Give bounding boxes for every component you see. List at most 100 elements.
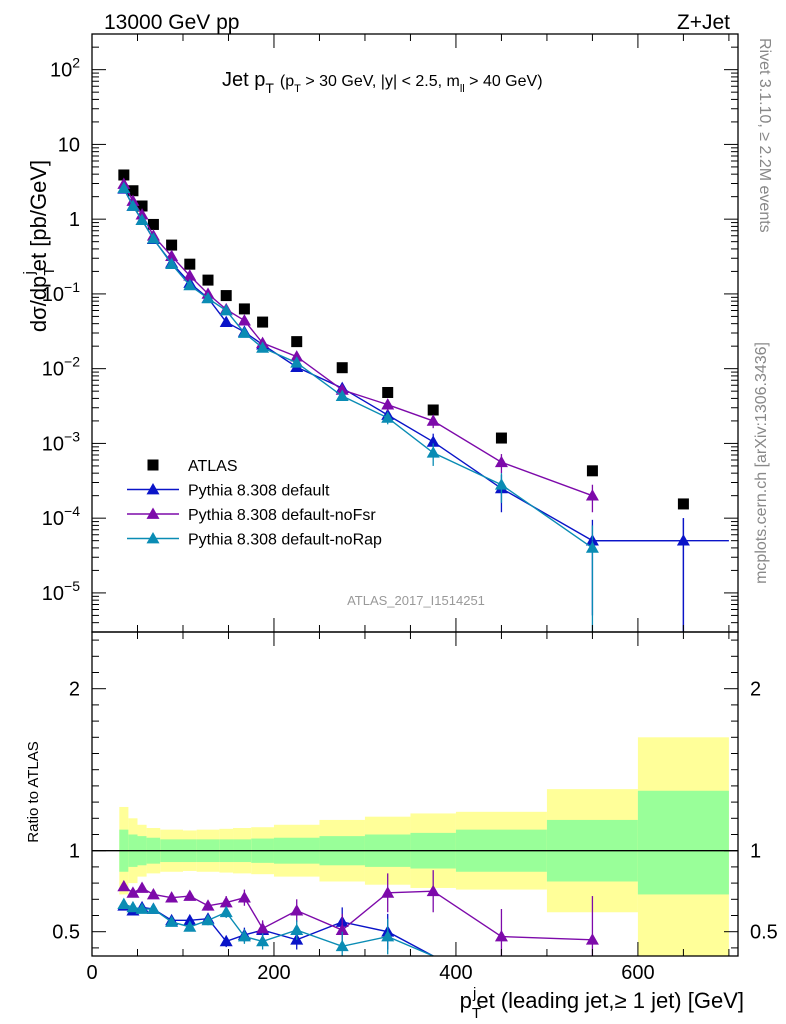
ratio-point-noFsr-8 [237,891,251,903]
point-noRap-11 [335,389,349,401]
ratio-point-noFsr-5 [183,889,197,901]
point-atlas-0 [118,169,130,181]
ratio-point-noFsr-4 [165,891,179,903]
ratio-ytick-label-right-0: 0.5 [750,922,778,944]
point-noRap-8 [237,326,251,338]
point-noRap-6 [201,291,215,304]
line-noRap [123,187,593,549]
ratio-point-noRap-12 [381,930,395,942]
ratio-point-noRap-8 [237,930,251,942]
ratio-point-default-7 [219,934,233,947]
ratio-point-noRap-10 [290,923,304,935]
ratio-point-noFsr-15 [585,933,599,945]
ratio-point-noFsr-10 [290,904,304,916]
xtick-label-3: 600 [621,962,654,984]
ratio-point-noFsr-7 [219,896,233,908]
ratio-point-noRap-11 [335,939,349,952]
xtick-label-1: 200 [257,962,290,984]
point-atlas-10 [291,336,303,348]
ratio-point-noFsr-6 [201,899,215,911]
point-noFsr-11 [335,383,349,395]
ratio-point-noRap-2 [135,902,149,914]
main-ytick-label-7: 10−5 [42,578,80,605]
point-noFsr-10 [290,350,304,362]
ratio-ytick-label-right-1: 1 [750,841,761,863]
xtick-label-2: 400 [439,962,472,984]
ratio-point-noRap-9 [256,934,270,947]
header-right: Z+Jet [677,11,730,34]
line-noFsr [123,183,593,497]
ratio-line-noFsr [123,885,593,941]
point-atlas-2 [136,200,148,212]
point-noRap-15 [585,541,599,553]
point-noFsr-8 [237,314,251,326]
point-atlas-9 [257,316,269,328]
main-ylabel: dσ/dpTjet [pb/GeV] [21,160,58,332]
point-default-13 [426,435,440,447]
legend-label-noFsr: Pythia 8.308 default-noFsr [188,507,376,524]
header-left: 13000 GeV pp [104,11,239,34]
ratio-point-noRap-5 [183,920,197,932]
point-atlas-11 [336,362,348,374]
legend-label-noRap: Pythia 8.308 default-noRap [188,532,382,549]
analysis-id: ATLAS_2017_I1514251 [347,593,485,608]
xlabel: pTjet (leading jet,≥ 1 jet) [GeV] [460,985,744,1022]
point-noFsr-13 [426,414,440,426]
ratio-point-noFsr-2 [135,881,149,893]
point-noFsr-12 [381,398,395,410]
ratio-point-noFsr-1 [126,886,140,898]
point-noRap-12 [381,411,395,423]
point-noRap-1 [126,199,140,211]
main-ytick-label-1: 10 [58,134,80,156]
point-atlas-15 [586,465,598,477]
side-label-rivet: Rivet 3.1.10, ≥ 2.2M events [756,38,773,233]
main-ytick-label-4: 10−2 [42,354,80,381]
ratio-ylabel: Ratio to ATLAS [25,741,42,842]
legend-label-default: Pythia 8.308 default [188,483,330,500]
point-noFsr-14 [494,455,508,468]
point-atlas-6 [202,274,214,286]
point-noRap-7 [219,303,233,316]
ratio-ytick-label-left-2: 2 [69,679,80,701]
ratio-point-noRap-4 [165,915,179,927]
xtick-label-0: 0 [86,962,97,984]
main-ytick-label-6: 10−4 [42,503,80,530]
point-atlas-12 [382,386,394,398]
point-noRap-3 [146,232,160,244]
point-noFsr-15 [585,489,599,501]
main-ytick-label-2: 1 [69,209,80,231]
point-noRap-14 [494,478,508,490]
point-atlas-14 [495,432,507,444]
band-inner-16 [637,790,729,895]
ratio-point-noFsr-3 [146,887,160,900]
point-atlas-8 [238,303,250,315]
point-atlas-1 [127,185,139,197]
legend-marker-atlas [147,459,159,471]
ratio-point-noRap-0 [117,897,131,910]
ratio-point-noRap-6 [201,913,215,926]
point-atlas-4 [166,239,178,251]
point-noFsr-4 [165,249,179,262]
point-noRap-4 [165,257,179,270]
point-noRap-13 [426,446,440,458]
main-ytick-label-3: 10−1 [42,279,80,306]
ratio-point-noFsr-11 [335,923,349,935]
point-atlas-5 [184,258,196,270]
ratio-point-noRap-3 [146,902,160,914]
ratio-ytick-label-left-1: 1 [69,841,80,863]
point-noRap-9 [256,341,270,353]
point-atlas-3 [147,218,159,230]
ratio-point-noRap-1 [126,900,140,913]
plot-title: Jet pT (pT > 30 GeV, |y| < 2.5, mll > 40 … [222,69,543,96]
point-noFsr-5 [183,269,197,281]
ratio-point-default-5 [183,913,197,926]
ratio-point-noFsr-14 [494,930,508,942]
ratio-ytick-label-right-2: 2 [750,679,761,701]
ratio-point-noFsr-9 [256,921,270,934]
ratio-point-noFsr-12 [381,886,395,898]
legend-label-atlas: ATLAS [188,458,238,475]
point-atlas-16 [677,498,689,510]
point-noRap-0 [117,181,131,194]
main-ytick-label-0: 102 [50,55,80,82]
point-noRap-10 [290,356,304,368]
